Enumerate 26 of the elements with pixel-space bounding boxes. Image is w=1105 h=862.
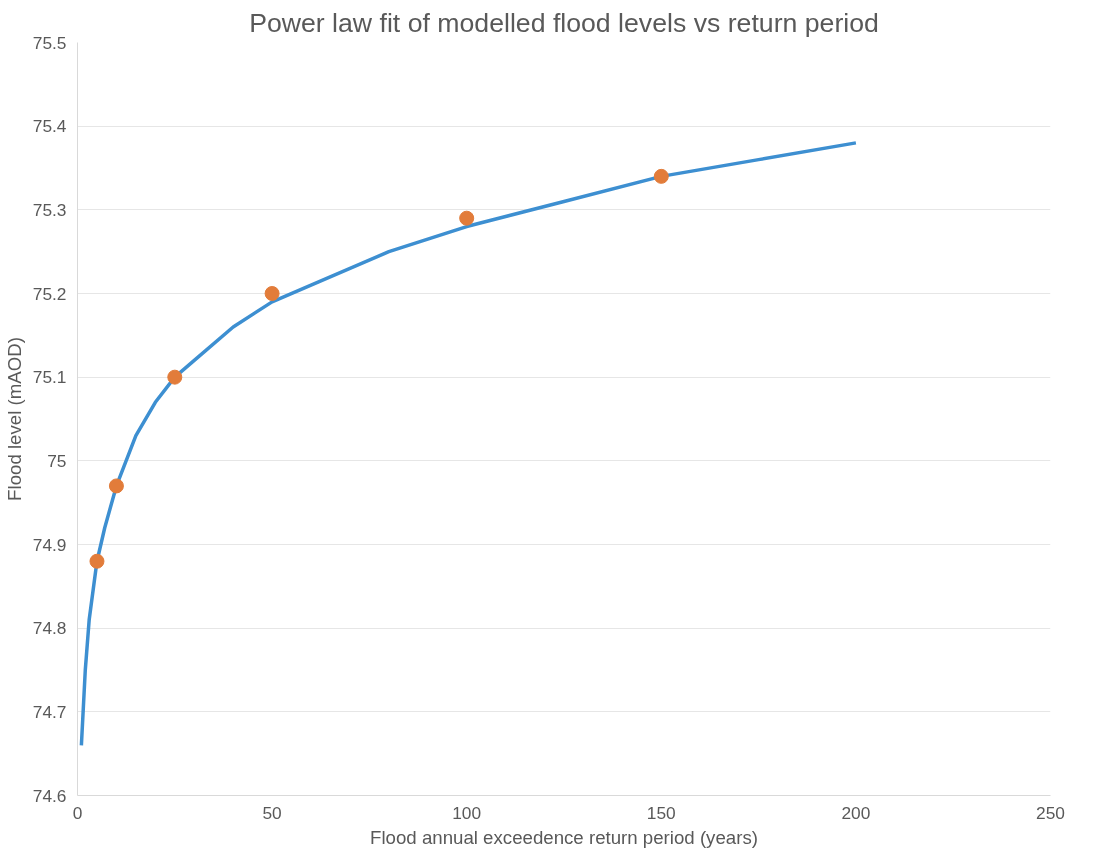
y-tick-label: 75.4 [32, 116, 67, 137]
y-tick-label: 74.8 [32, 618, 67, 639]
x-tick-label: 50 [262, 802, 282, 823]
y-tick-label: 75.2 [32, 283, 67, 304]
x-tick-label: 100 [452, 802, 482, 823]
x-axis-title: Flood annual exceedence return period (years) [370, 826, 758, 848]
point [108, 478, 124, 494]
y-tick-label: 75.5 [32, 32, 67, 53]
x-tick-label: 200 [841, 802, 871, 823]
y-tick-label: 74.6 [32, 785, 67, 806]
x-tick-label: 150 [646, 802, 676, 823]
point [459, 210, 475, 226]
y-tick-label: 74.9 [32, 534, 67, 555]
x-tick-label: 0 [72, 802, 83, 823]
x-tick-label: 250 [1036, 802, 1065, 823]
point [653, 168, 669, 184]
point [167, 369, 183, 385]
y-tick-label: 75.1 [32, 367, 67, 388]
line-series [79, 141, 858, 748]
point [264, 286, 280, 301]
point [89, 553, 105, 569]
y-tick-label: 74.7 [32, 701, 67, 722]
y-axis-title: Flood level (mAOD) [3, 337, 25, 501]
y-tick-label: 75 [47, 450, 67, 471]
chart-title: Power law fit of modelled flood levels vs return period [249, 7, 879, 38]
y-tick-label: 75.3 [32, 199, 67, 220]
